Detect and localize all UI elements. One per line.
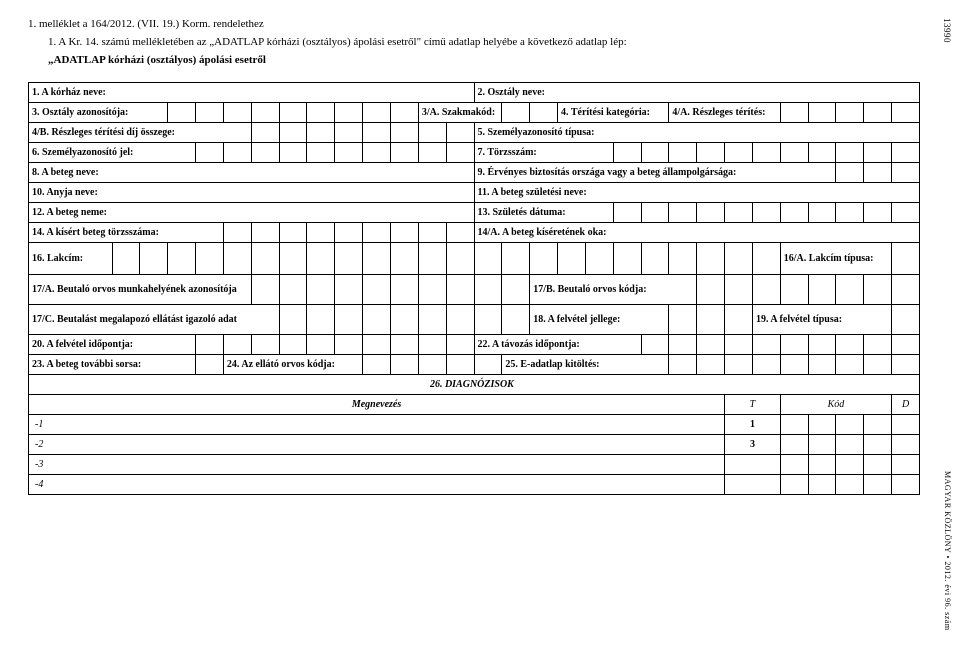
table-row: 20. A felvétel időpontja: 22. A távozás … (29, 335, 920, 355)
label-teritesi: 4. Térítési kategória: (558, 103, 669, 123)
table-row: 16. Lakcím: 16/A. Lakcím típusa: (29, 243, 920, 275)
col-code: Kód (780, 395, 891, 415)
label-reszleges: 4/A. Részleges térítés: (669, 103, 780, 123)
diag-name: -1 (29, 415, 725, 435)
diag-t: 1 (725, 415, 781, 435)
label-10: 10. Anyja neve: (29, 183, 475, 203)
diag-header: Megnevezés T Kód D (29, 395, 920, 415)
label-17b: 17/B. Beutaló orvos kódja: (530, 275, 697, 305)
table-row: 17/C. Beutalást megalapozó ellátást igaz… (29, 305, 920, 335)
table-row: 14. A kísért beteg törzsszáma: 14/A. A b… (29, 223, 920, 243)
label-18: 18. A felvétel jellege: (530, 305, 669, 335)
table-row: 3. Osztály azonosítója: 3/A. Szakmakód: … (29, 103, 920, 123)
col-t: T (725, 395, 781, 415)
col-name: Megnevezés (29, 395, 725, 415)
label-14: 14. A kísért beteg törzsszáma: (29, 223, 224, 243)
table-row: 1. A kórház neve: 2. Osztály neve: (29, 83, 920, 103)
diag-name: -3 (29, 455, 725, 475)
diag-row: -1 1 (29, 415, 920, 435)
label-dept-id: 3. Osztály azonosítója: (29, 103, 168, 123)
label-23: 23. A beteg további sorsa: (29, 355, 196, 375)
label-14a: 14/A. A beteg kíséretének oka: (474, 223, 920, 243)
table-row: 17/A. Beutaló orvos munkahelyének azonos… (29, 275, 920, 305)
label-hospital: 1. A kórház neve: (29, 83, 475, 103)
form-title: „ADATLAP kórházi (osztályos) ápolási ese… (48, 54, 920, 66)
label-17c: 17/C. Beutalást megalapozó ellátást igaz… (29, 305, 280, 335)
table-row: 8. A beteg neve: 9. Érvényes biztosítás … (29, 163, 920, 183)
diag-t: 3 (725, 435, 781, 455)
table-row: 10. Anyja neve: 11. A beteg születési ne… (29, 183, 920, 203)
label-6: 6. Személyazonosító jel: (29, 143, 196, 163)
label-24: 24. Az ellátó orvos kódja: (223, 355, 362, 375)
table-row: 12. A beteg neme: 13. Születés dátuma: (29, 203, 920, 223)
label-25: 25. E-adatlap kitöltés: (502, 355, 669, 375)
table-row: 6. Személyazonosító jel: 7. Törzsszám: (29, 143, 920, 163)
diag-row: -2 3 (29, 435, 920, 455)
label-8: 8. A beteg neve: (29, 163, 475, 183)
diag-name: -4 (29, 475, 725, 495)
label-4b: 4/B. Részleges térítési díj összege: (29, 123, 252, 143)
label-13: 13. Születés dátuma: (474, 203, 613, 223)
form-table: 1. A kórház neve: 2. Osztály neve: 3. Os… (28, 82, 920, 495)
diag-row: -4 (29, 475, 920, 495)
page-number-side: 13990 (942, 18, 952, 43)
label-19: 19. A felvétel típusa: (752, 305, 891, 335)
table-row: 23. A beteg további sorsa: 24. Az ellátó… (29, 355, 920, 375)
label-9: 9. Érvényes biztosítás országa vagy a be… (474, 163, 836, 183)
label-16: 16. Lakcím: (29, 243, 113, 275)
label-16a: 16/A. Lakcím típusa: (780, 243, 891, 275)
label-5: 5. Személyazonosító típusa: (474, 123, 920, 143)
label-22: 22. A távozás időpontja: (474, 335, 641, 355)
table-row: 4/B. Részleges térítési díj összege: 5. … (29, 123, 920, 143)
diag-section-row: 26. DIAGNÓZISOK (29, 375, 920, 395)
label-dept: 2. Osztály neve: (474, 83, 920, 103)
diag-row: -3 (29, 455, 920, 475)
diag-name: -2 (29, 435, 725, 455)
label-12: 12. A beteg neme: (29, 203, 475, 223)
label-szakmakod: 3/A. Szakmakód: (418, 103, 502, 123)
sub-header: 1. A Kr. 14. számú mellékletében az „ADA… (48, 36, 920, 48)
col-d: D (892, 395, 920, 415)
journal-side: MAGYAR KÖZLÖNY • 2012. évi 96. szám (943, 471, 952, 631)
attachment-line: 1. melléklet a 164/2012. (VII. 19.) Korm… (28, 18, 920, 30)
label-17a: 17/A. Beutaló orvos munkahelyének azonos… (29, 275, 252, 305)
label-7: 7. Törzsszám: (474, 143, 613, 163)
diag-section: 26. DIAGNÓZISOK (29, 375, 920, 395)
label-11: 11. A beteg születési neve: (474, 183, 920, 203)
label-20: 20. A felvétel időpontja: (29, 335, 196, 355)
